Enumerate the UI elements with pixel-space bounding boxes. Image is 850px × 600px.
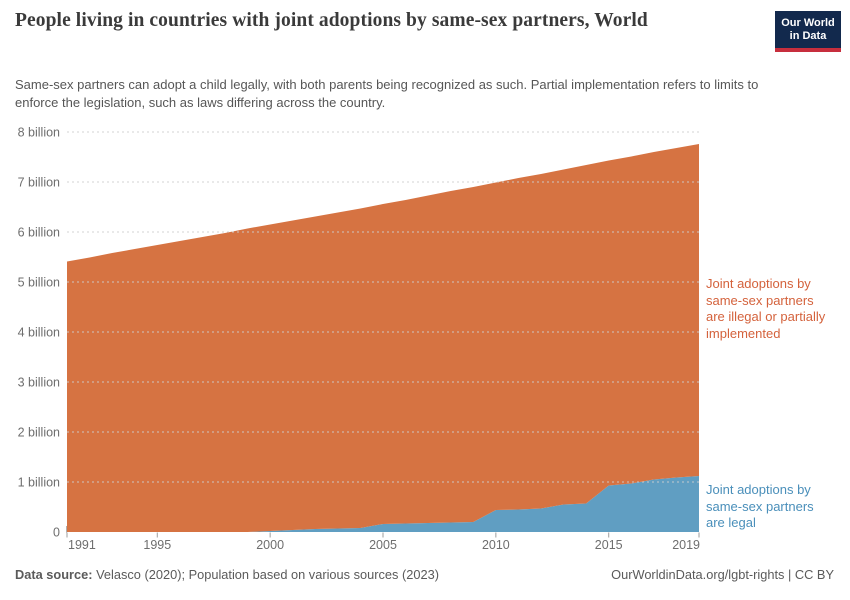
y-tick-label: 0 xyxy=(53,526,60,540)
series-label-legal: Joint adoptions by same-sex partners are… xyxy=(706,482,814,530)
x-tick-label: 2019 xyxy=(672,538,700,552)
chart-subtitle: Same-sex partners can adopt a child lega… xyxy=(15,77,759,110)
x-tick-label: 2010 xyxy=(482,538,510,552)
owid-logo-line1: Our World xyxy=(781,17,835,29)
data-source-label: Data source: xyxy=(15,567,93,582)
y-tick-label: 3 billion xyxy=(18,376,60,390)
owid-link-license[interactable]: OurWorldinData.org/lgbt-rights | CC BY xyxy=(611,567,834,582)
x-tick-label: 1991 xyxy=(68,538,96,552)
data-source-text: Velasco (2020); Population based on vari… xyxy=(92,567,439,582)
x-tick-label: 2000 xyxy=(256,538,284,552)
y-tick-label: 5 billion xyxy=(18,276,60,290)
owid-logo-line2: in Data xyxy=(789,29,827,42)
area-series-1[interactable] xyxy=(67,144,699,532)
y-tick-label: 2 billion xyxy=(18,426,60,440)
data-source-note: Data source: Velasco (2020); Population … xyxy=(15,567,439,582)
x-tick-label: 1995 xyxy=(143,538,171,552)
y-tick-label: 4 billion xyxy=(18,326,60,340)
y-tick-label: 1 billion xyxy=(18,476,60,490)
y-tick-label: 7 billion xyxy=(18,176,60,190)
stacked-area-chart[interactable]: 0 1 billion 2 billion 3 billion 4 billion 5 b… xyxy=(0,118,850,568)
x-tick-label: 2015 xyxy=(595,538,623,552)
x-tick-label: 2005 xyxy=(369,538,397,552)
page-title: People living in countries with joint ad… xyxy=(15,10,648,31)
y-tick-label: 6 billion xyxy=(18,226,60,240)
series-label-illegal: Joint adoptions by same-sex partners are… xyxy=(706,276,826,341)
area-series-0[interactable] xyxy=(67,476,699,532)
y-tick-label: 8 billion xyxy=(18,126,60,140)
owid-logo[interactable]: Our World in Data xyxy=(775,11,841,52)
